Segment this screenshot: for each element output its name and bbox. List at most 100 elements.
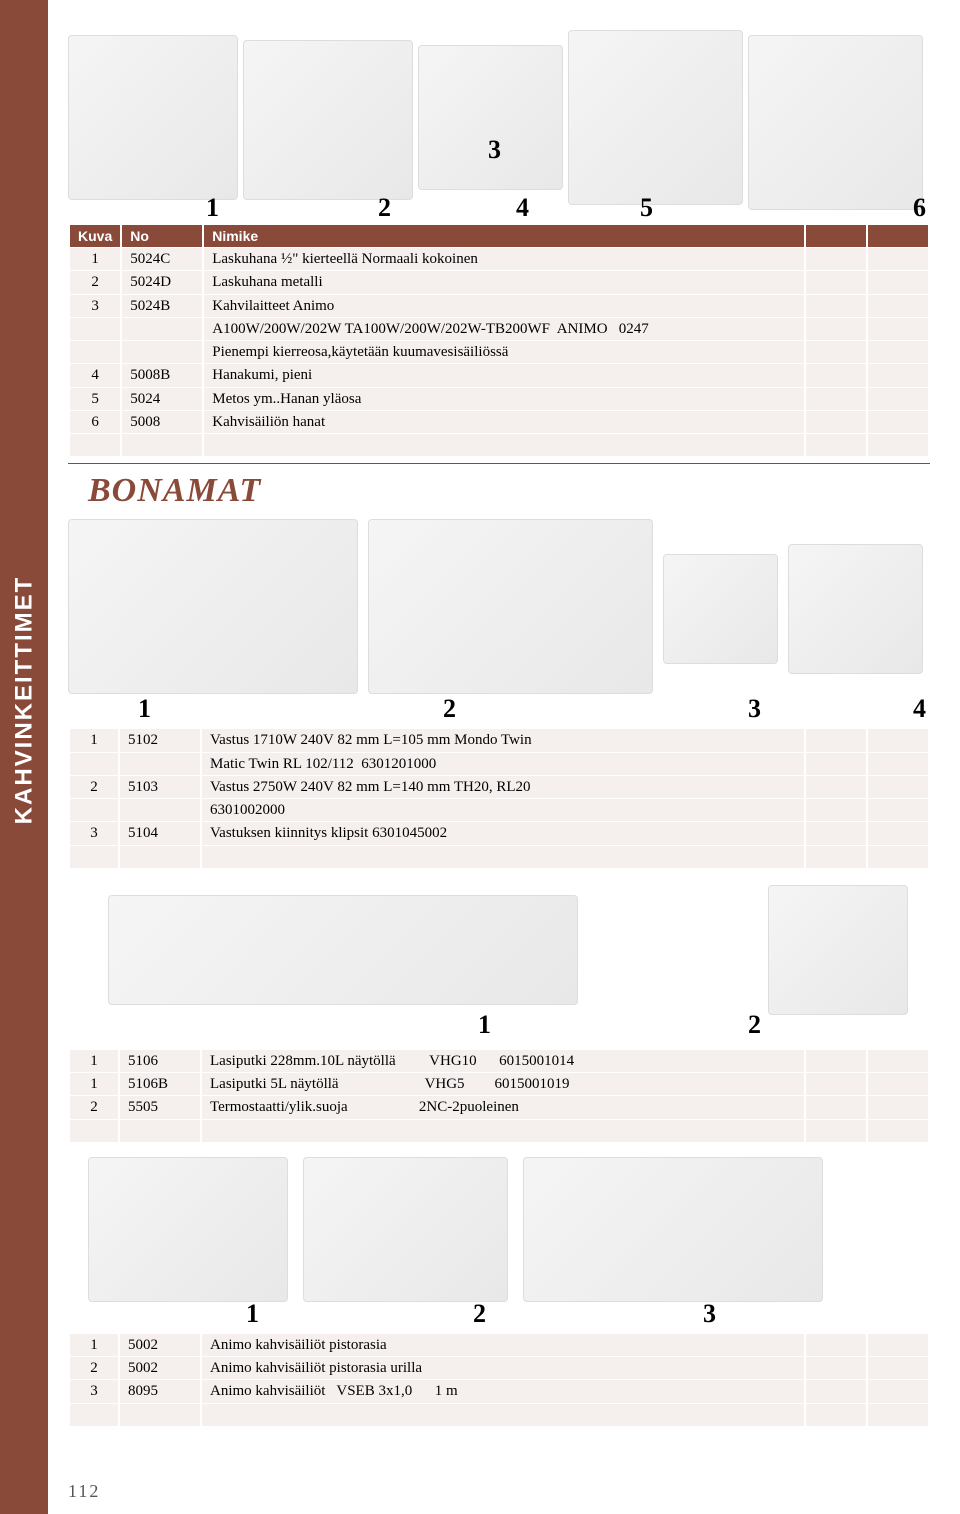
table-row: 15106Lasiputki 228mm.10L näytöllä VHG10 … (70, 1050, 928, 1072)
image-strip-3: 1 2 (68, 875, 930, 1045)
table-cell (120, 799, 200, 821)
table-cell (868, 434, 928, 456)
table-cell (806, 729, 866, 751)
table-cell (70, 753, 118, 775)
table-cell (806, 1120, 866, 1142)
table-cell (868, 388, 928, 410)
strip3-num-2: 2 (748, 1010, 761, 1040)
table-cell (868, 364, 928, 386)
table-cell (868, 1120, 928, 1142)
table-cell: 5104 (120, 822, 200, 844)
table-cell: Vastus 1710W 240V 82 mm L=105 mm Mondo T… (202, 729, 804, 751)
table-cell (806, 1404, 866, 1426)
table-cell: 1 (70, 1050, 118, 1072)
product-image-3 (418, 45, 563, 190)
table-cell: Lasiputki 228mm.10L näytöllä VHG10 60150… (202, 1050, 804, 1072)
table-row: Matic Twin RL 102/112 6301201000 (70, 753, 928, 775)
table-cell (202, 1404, 804, 1426)
table-cell: 1 (70, 248, 120, 270)
product-image-d1 (88, 1157, 288, 1302)
table-cell: 3 (70, 1380, 118, 1402)
table-cell: 5106 (120, 1050, 200, 1072)
strip2-num-4: 4 (913, 694, 926, 724)
table-cell (70, 846, 118, 868)
product-image-c1 (108, 895, 578, 1005)
table-cell (202, 1120, 804, 1142)
product-image-b4 (788, 544, 923, 674)
table-cell: 1 (70, 1073, 118, 1095)
table-cell (806, 364, 866, 386)
table-row: 25103Vastus 2750W 240V 82 mm L=140 mm TH… (70, 776, 928, 798)
strip1-num-2: 2 (378, 193, 391, 223)
sidebar-label-text: KAHVINKEITTIMET (10, 576, 38, 825)
strip4-num-1: 1 (246, 1299, 259, 1329)
table-cell (806, 1334, 866, 1356)
table-row: 15002Animo kahvisäiliöt pistorasia (70, 1334, 928, 1356)
product-image-d2 (303, 1157, 508, 1302)
table-cell (806, 753, 866, 775)
table-cell (70, 1120, 118, 1142)
table-cell (204, 434, 804, 456)
th-blank-1 (806, 225, 866, 247)
product-image-6 (748, 35, 923, 210)
table-cell (122, 318, 202, 340)
image-strip-1: 1 2 3 4 5 6 (68, 20, 930, 220)
table-cell (806, 1073, 866, 1095)
table-cell: 5024D (122, 271, 202, 293)
table-cell: 6301002000 (202, 799, 804, 821)
table-row: 6301002000 (70, 799, 928, 821)
table-row: 25505Termostaatti/ylik.suoja 2NC-2puolei… (70, 1096, 928, 1118)
product-image-1 (68, 35, 238, 200)
table-cell: Lasiputki 5L näytöllä VHG5 6015001019 (202, 1073, 804, 1095)
table-cell (806, 341, 866, 363)
table-cell: 2 (70, 1357, 118, 1379)
table-cell (202, 846, 804, 868)
table-row: 15102Vastus 1710W 240V 82 mm L=105 mm Mo… (70, 729, 928, 751)
table-cell: 5002 (120, 1334, 200, 1356)
table-cell (868, 729, 928, 751)
table-cell (120, 1120, 200, 1142)
table-row: 55024Metos ym..Hanan yläosa (70, 388, 928, 410)
table-cell: Animo kahvisäiliöt VSEB 3x1,0 1 m (202, 1380, 804, 1402)
strip2-num-2: 2 (443, 694, 456, 724)
strip4-num-2: 2 (473, 1299, 486, 1329)
table-cell: 1 (70, 1334, 118, 1356)
table-cell (868, 411, 928, 433)
table-cell: Animo kahvisäiliöt pistorasia urilla (202, 1357, 804, 1379)
parts-table-3: 15106Lasiputki 228mm.10L näytöllä VHG10 … (68, 1049, 930, 1143)
table-cell: 5103 (120, 776, 200, 798)
table-cell (120, 846, 200, 868)
strip1-num-6: 6 (913, 193, 926, 223)
table-cell (806, 248, 866, 270)
table-cell (868, 1357, 928, 1379)
table-row (70, 846, 928, 868)
table-cell: Vastuksen kiinnitys klipsit 6301045002 (202, 822, 804, 844)
table-cell: Hanakumi, pieni (204, 364, 804, 386)
table-cell (868, 1334, 928, 1356)
table-cell (868, 318, 928, 340)
product-image-b1 (68, 519, 358, 694)
table-cell (868, 341, 928, 363)
strip3-num-1: 1 (478, 1010, 491, 1040)
table-cell (806, 1096, 866, 1118)
table-cell (806, 822, 866, 844)
table-cell (806, 1050, 866, 1072)
table-cell: 8095 (120, 1380, 200, 1402)
product-image-c2 (768, 885, 908, 1015)
table-row: 45008BHanakumi, pieni (70, 364, 928, 386)
parts-table-1: Kuva No Nimike 15024CLaskuhana ½" kierte… (68, 224, 930, 457)
table-cell: 5505 (120, 1096, 200, 1118)
table-cell: 6 (70, 411, 120, 433)
table-cell (806, 271, 866, 293)
product-image-b3 (663, 554, 778, 664)
table-cell (806, 434, 866, 456)
th-blank-2 (868, 225, 928, 247)
table-cell: 5024 (122, 388, 202, 410)
sidebar-label: KAHVINKEITTIMET (0, 540, 48, 860)
table-cell: 5102 (120, 729, 200, 751)
table-cell: Laskuhana ½" kierteellä Normaali kokoine… (204, 248, 804, 270)
table-row (70, 1120, 928, 1142)
table-row (70, 1404, 928, 1426)
table-cell (868, 1404, 928, 1426)
table-row: Pienempi kierreosa,käytetään kuumavesisä… (70, 341, 928, 363)
